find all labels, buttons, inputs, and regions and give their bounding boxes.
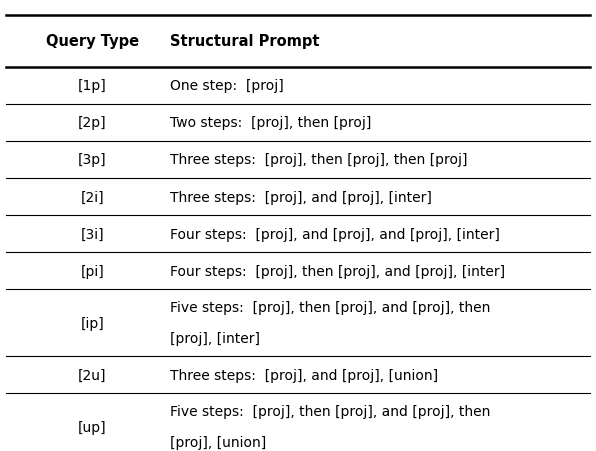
Text: [2p]: [2p] bbox=[78, 116, 107, 130]
Text: Query Type: Query Type bbox=[46, 34, 139, 49]
Text: [3i]: [3i] bbox=[80, 227, 104, 241]
Text: Three steps:  [proj], then [proj], then [proj]: Three steps: [proj], then [proj], then [… bbox=[170, 153, 467, 167]
Text: [proj], [inter]: [proj], [inter] bbox=[170, 331, 260, 345]
Text: Structural Prompt: Structural Prompt bbox=[170, 34, 319, 49]
Text: [1p]: [1p] bbox=[78, 79, 107, 93]
Text: [3p]: [3p] bbox=[78, 153, 107, 167]
Text: One step:  [proj]: One step: [proj] bbox=[170, 79, 284, 93]
Text: Two steps:  [proj], then [proj]: Two steps: [proj], then [proj] bbox=[170, 116, 371, 130]
Text: Four steps:  [proj], and [proj], and [proj], [inter]: Four steps: [proj], and [proj], and [pro… bbox=[170, 227, 499, 241]
Text: Three steps:  [proj], and [proj], [inter]: Three steps: [proj], and [proj], [inter] bbox=[170, 190, 432, 204]
Text: [ip]: [ip] bbox=[80, 316, 104, 330]
Text: Five steps:  [proj], then [proj], and [proj], then: Five steps: [proj], then [proj], and [pr… bbox=[170, 300, 491, 314]
Text: [2i]: [2i] bbox=[80, 190, 104, 204]
Text: Three steps:  [proj], and [proj], [union]: Three steps: [proj], and [proj], [union] bbox=[170, 368, 438, 382]
Text: [2u]: [2u] bbox=[78, 368, 107, 382]
Text: [proj], [union]: [proj], [union] bbox=[170, 435, 266, 449]
Text: [up]: [up] bbox=[78, 420, 107, 433]
Text: [pi]: [pi] bbox=[80, 264, 104, 278]
Text: Four steps:  [proj], then [proj], and [proj], [inter]: Four steps: [proj], then [proj], and [pr… bbox=[170, 264, 505, 278]
Text: Five steps:  [proj], then [proj], and [proj], then: Five steps: [proj], then [proj], and [pr… bbox=[170, 404, 491, 418]
